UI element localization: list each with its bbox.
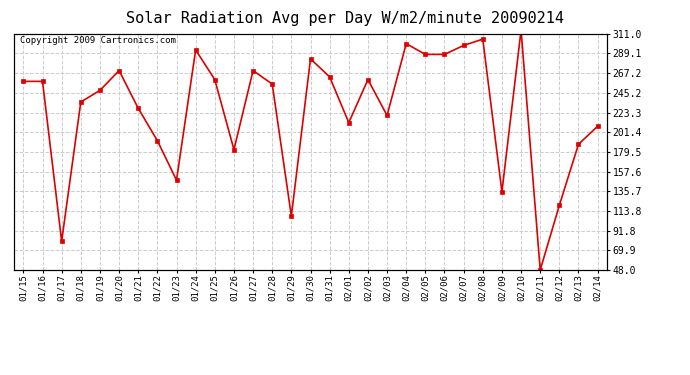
Text: Solar Radiation Avg per Day W/m2/minute 20090214: Solar Radiation Avg per Day W/m2/minute … [126, 11, 564, 26]
Text: Copyright 2009 Cartronics.com: Copyright 2009 Cartronics.com [20, 36, 176, 45]
